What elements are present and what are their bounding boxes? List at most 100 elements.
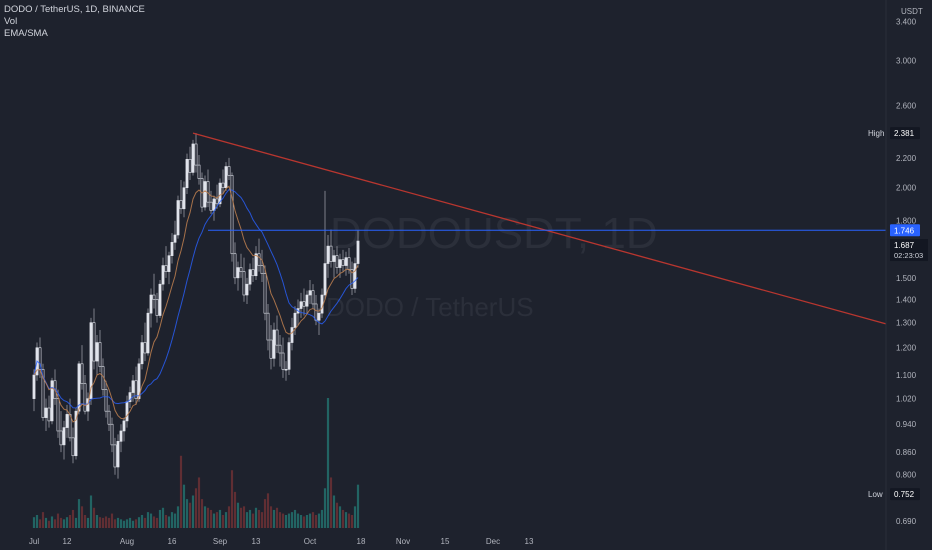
volume-bar	[116, 517, 120, 528]
candle-body	[44, 407, 48, 418]
volume-bar	[35, 515, 39, 528]
volume-bar	[347, 513, 351, 528]
volume-bar	[215, 512, 219, 528]
candle-body	[344, 257, 348, 266]
time-tick-label: Nov	[396, 537, 410, 546]
candle-body	[230, 175, 234, 255]
candle-body	[137, 363, 141, 399]
candle-body	[221, 182, 225, 189]
volume-bar	[182, 484, 186, 528]
candle-body	[284, 369, 288, 371]
volume-bar	[143, 517, 147, 528]
volume-bar	[149, 513, 153, 528]
countdown-value: 02:23:03	[894, 251, 923, 260]
candle-body	[173, 234, 177, 243]
volume-bar	[263, 499, 267, 528]
last-price-value: 1.687	[894, 241, 915, 250]
candle-body	[290, 327, 294, 343]
volume-bar	[317, 513, 321, 528]
ma-indicator-label[interactable]: EMA/SMA	[4, 28, 48, 39]
candle-body	[74, 410, 78, 457]
volume-bar	[299, 515, 303, 528]
candle-body	[281, 352, 285, 370]
candle-body	[242, 271, 246, 296]
candle-body	[302, 301, 306, 307]
candle-body	[113, 444, 117, 468]
candle-body	[170, 242, 174, 256]
volume-bar	[320, 509, 324, 528]
candle-body	[62, 427, 66, 446]
time-tick-label: Oct	[304, 537, 317, 546]
volume-bar	[194, 488, 198, 528]
candle-body	[104, 389, 108, 412]
candle-body	[146, 312, 150, 354]
volume-bar	[161, 507, 165, 528]
volume-bar	[254, 507, 258, 528]
volume-bar	[278, 512, 282, 528]
candle-body	[212, 198, 216, 211]
volume-indicator-label[interactable]: Vol	[4, 16, 18, 27]
volume-bar	[239, 507, 243, 528]
candle-body	[185, 159, 189, 189]
candle-body	[287, 342, 291, 370]
time-tick-label: 13	[525, 537, 534, 546]
volume-bar	[62, 519, 66, 528]
volume-bar	[59, 517, 63, 528]
volume-bar	[80, 506, 84, 528]
volume-bar	[341, 509, 345, 528]
candle-body	[89, 322, 93, 399]
volume-bar	[137, 517, 141, 528]
candle-body	[308, 290, 312, 296]
volume-bar	[281, 513, 285, 528]
time-tick-label: 18	[357, 537, 366, 546]
volume-bar	[38, 519, 42, 528]
candle-body	[299, 301, 303, 309]
trend-line[interactable]	[192, 132, 887, 325]
candle-body	[347, 257, 351, 270]
candle-body	[59, 430, 63, 446]
volume-bar	[323, 488, 327, 528]
volume-bar	[284, 515, 288, 528]
volume-bar	[227, 506, 231, 528]
volume-bar	[353, 506, 357, 528]
volume-bar	[68, 515, 72, 528]
volume-bar	[269, 506, 273, 528]
volume-bar	[245, 512, 249, 528]
candle-body	[239, 267, 243, 272]
price-tick-label: 1.400	[896, 295, 917, 304]
low-marker-value: 0.752	[894, 490, 915, 499]
volume-bar	[287, 513, 291, 528]
volume-bar	[128, 517, 132, 528]
time-tick-label: Jul	[29, 537, 39, 546]
volume-bar	[125, 519, 129, 528]
volume-bar	[296, 513, 300, 528]
candle-body	[143, 342, 147, 354]
volume-bar	[89, 495, 93, 528]
candle-body	[278, 344, 282, 354]
time-tick-label: 13	[252, 537, 261, 546]
volume-bar	[257, 509, 261, 528]
candle-body	[233, 253, 237, 279]
volume-bar	[338, 506, 342, 528]
candle-body	[95, 342, 99, 362]
candle-body	[329, 245, 333, 262]
volume-bar	[344, 512, 348, 528]
candle-body	[323, 263, 327, 296]
price-tick-label: 0.860	[896, 448, 917, 457]
candle-body	[353, 263, 357, 289]
volume-bar	[140, 515, 144, 528]
candle-body	[257, 253, 261, 266]
candle-body	[149, 294, 153, 314]
high-marker-value: 2.381	[894, 129, 915, 138]
currency-label: USDT	[901, 7, 923, 16]
price-tick-label: 1.500	[896, 274, 917, 283]
high-marker-box	[890, 127, 920, 140]
last-price-box	[890, 239, 928, 262]
candle-body	[332, 255, 336, 262]
price-tick-label: 3.400	[896, 18, 917, 27]
volume-bar	[260, 512, 264, 528]
volume-bar	[290, 512, 294, 528]
symbol-title[interactable]: DODO / TetherUS, 1D, BINANCE	[4, 4, 145, 15]
